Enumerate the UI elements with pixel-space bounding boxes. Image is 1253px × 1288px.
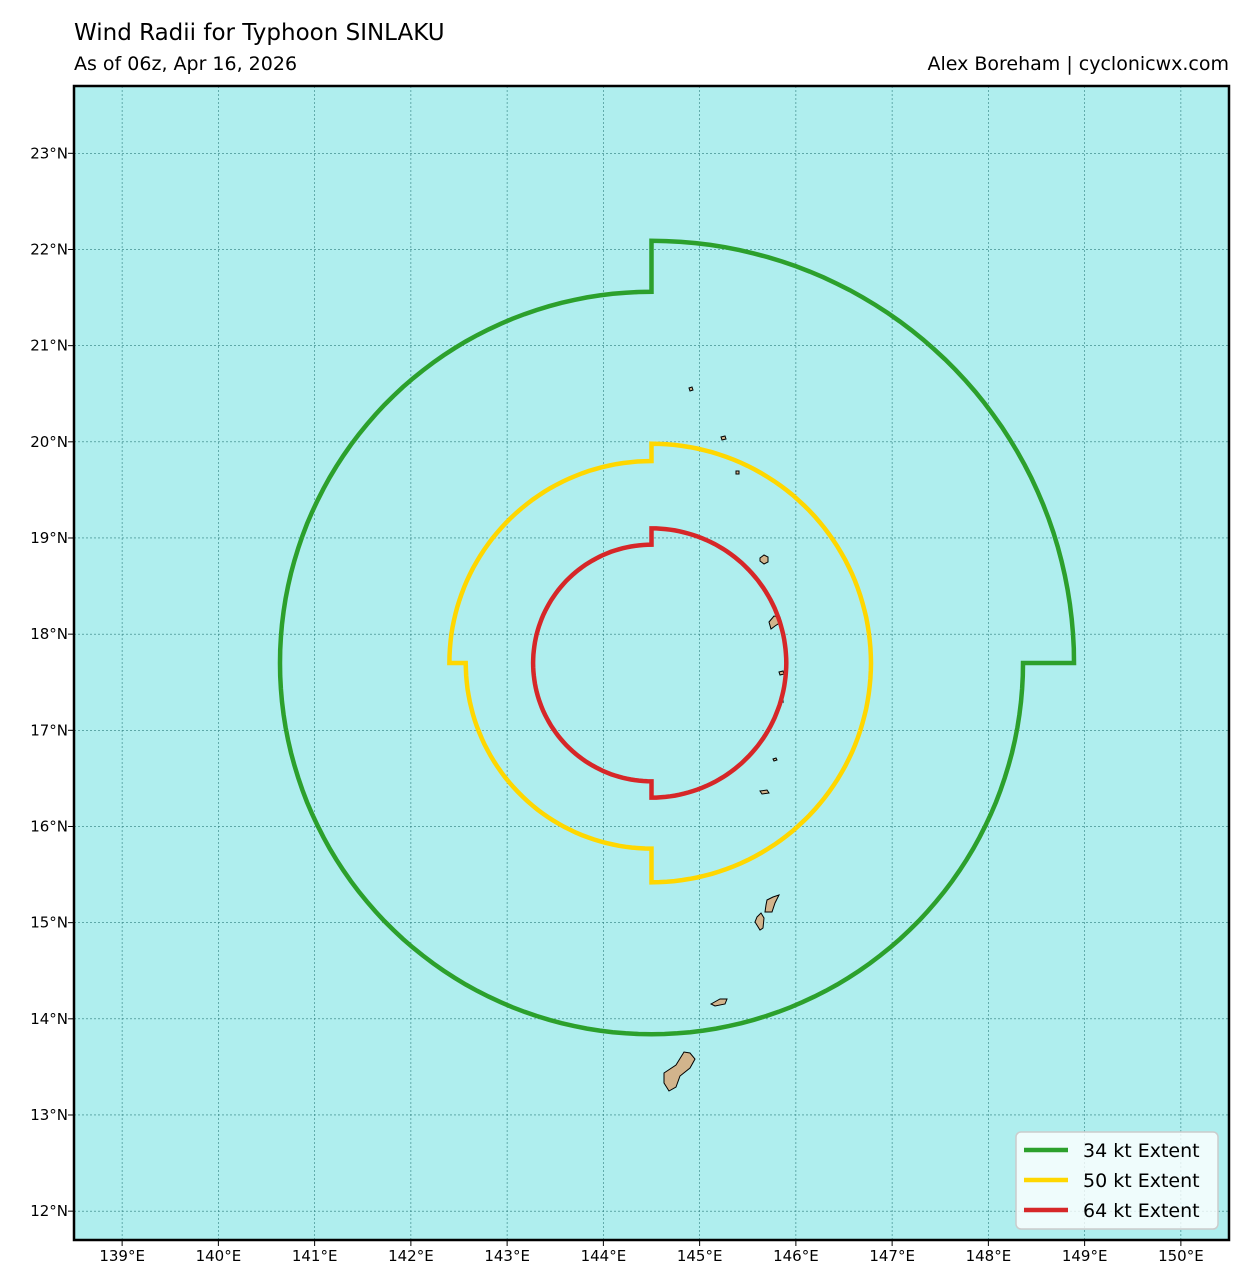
tick-label-lon: 145°E — [677, 1247, 723, 1265]
island-agrihan — [720, 435, 727, 441]
island-tinian — [754, 912, 765, 931]
island-anatahan — [778, 670, 785, 676]
tick-label-lat: 17°N — [30, 721, 68, 739]
tick-label-lon: 150°E — [1158, 1247, 1204, 1265]
chart-title: Wind Radii for Typhoon SINLAKU — [74, 20, 445, 46]
wind-radii — [277, 238, 1077, 1037]
island-aguijan — [759, 789, 770, 795]
tick-label-lon: 139°E — [99, 1247, 145, 1265]
tick-label-lat: 12°N — [30, 1202, 68, 1220]
tick-label-lat: 16°N — [30, 817, 68, 835]
legend-box — [1015, 1131, 1219, 1230]
radius-outline-2 — [530, 526, 789, 800]
axis-ticks: 139°E 140°E 141°E 142°E 143°E 144°E 145°E 146°E… — [30, 144, 1203, 1265]
tick-label-lon: 140°E — [196, 1247, 242, 1265]
radius-outline-0 — [277, 238, 1077, 1037]
tick-label-lat: 15°N — [30, 914, 68, 932]
tick-label-lat: 19°N — [30, 529, 68, 547]
tick-label-lon: 148°E — [966, 1247, 1012, 1265]
island-saipan — [764, 894, 780, 913]
legend-label: 34 kt Extent — [1083, 1140, 1200, 1162]
tick-label-lat: 21°N — [30, 337, 68, 355]
tick-label-lon: 141°E — [292, 1247, 338, 1265]
island-rota — [709, 998, 728, 1007]
legend: 34 kt Extent 50 kt Extent 64 kt Extent — [1015, 1131, 1219, 1230]
island-guam — [663, 1051, 696, 1092]
tick-label-lon: 143°E — [484, 1247, 530, 1265]
tick-label-lat: 23°N — [30, 144, 68, 162]
tick-label-lat: 14°N — [30, 1010, 68, 1028]
tick-label-lat: 13°N — [30, 1106, 68, 1124]
legend-label: 64 kt Extent — [1083, 1200, 1200, 1222]
legend-label: 50 kt Extent — [1083, 1170, 1200, 1192]
tick-label-lat: 20°N — [30, 433, 68, 451]
island-pagan — [735, 470, 740, 475]
tick-label-lon: 142°E — [388, 1247, 434, 1265]
chart-subtitle: As of 06z, Apr 16, 2026 — [74, 53, 298, 75]
island-medinilla — [772, 757, 778, 762]
island-asuncion — [688, 386, 694, 392]
island-alamagan — [759, 554, 769, 565]
radius-outline-1 — [447, 441, 874, 885]
tick-label-lat: 18°N — [30, 625, 68, 643]
tick-label-lat: 22°N — [30, 240, 68, 258]
tick-label-lon: 146°E — [773, 1247, 819, 1265]
tick-label-lon: 144°E — [581, 1247, 627, 1265]
map-frame — [72, 84, 1231, 1242]
credit-label: Alex Boreham | cyclonicwx.com — [927, 53, 1229, 75]
tick-label-lon: 149°E — [1062, 1247, 1108, 1265]
tick-label-lon: 147°E — [869, 1247, 915, 1265]
